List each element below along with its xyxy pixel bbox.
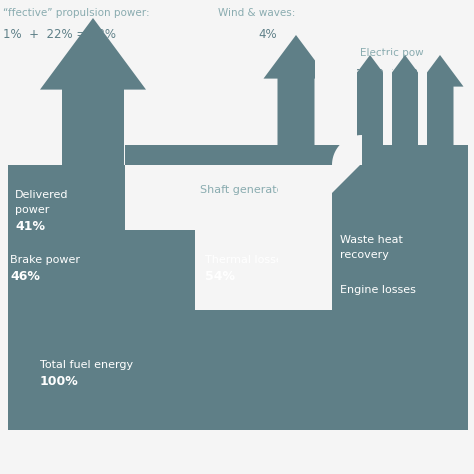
Polygon shape [383,55,392,145]
Text: 54%: 54% [205,270,235,283]
Polygon shape [278,165,315,310]
Text: Thermal losses: Thermal losses [205,255,289,265]
Text: power: power [15,205,49,215]
Text: Wind & waves:: Wind & waves: [218,8,295,18]
Text: 46%: 46% [10,270,40,283]
Polygon shape [8,310,345,430]
Polygon shape [8,165,125,230]
Polygon shape [332,145,468,430]
Text: Electric pow: Electric pow [360,48,424,58]
Polygon shape [332,135,362,165]
Polygon shape [8,230,195,310]
Text: 1%  +  22% = 23%: 1% + 22% = 23% [3,28,116,41]
Polygon shape [125,145,332,165]
Text: 4%: 4% [258,28,277,41]
Polygon shape [417,55,464,145]
Polygon shape [124,145,125,165]
Text: 4%+3%+2%: 4%+3%+2% [348,68,423,81]
Polygon shape [346,55,393,145]
Polygon shape [332,165,360,193]
Polygon shape [264,35,328,145]
Text: 100%: 100% [40,375,79,388]
Polygon shape [382,55,428,145]
Polygon shape [40,18,146,165]
Text: Delivered: Delivered [15,190,69,200]
Text: “ffective” propulsion power:: “ffective” propulsion power: [3,8,150,18]
Polygon shape [332,165,360,193]
Text: 41%: 41% [15,220,45,233]
Polygon shape [195,165,332,310]
Text: Shaft generator: Shaft generator [200,185,288,195]
Text: Waste heat: Waste heat [340,235,403,245]
Polygon shape [418,55,427,145]
Polygon shape [315,55,357,145]
Text: Engine losses: Engine losses [340,285,416,295]
Text: recovery: recovery [340,250,389,260]
Text: Brake power: Brake power [10,255,80,265]
Text: Total fuel energy: Total fuel energy [40,360,133,370]
